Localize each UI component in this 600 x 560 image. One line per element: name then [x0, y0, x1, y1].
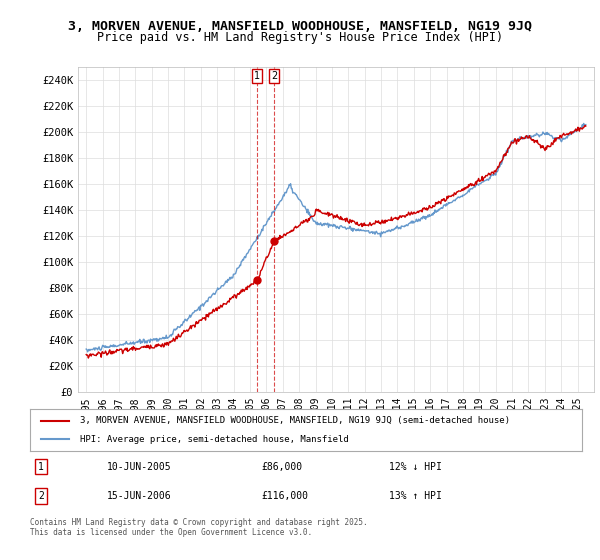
Text: HPI: Average price, semi-detached house, Mansfield: HPI: Average price, semi-detached house,…	[80, 435, 349, 444]
Text: Price paid vs. HM Land Registry's House Price Index (HPI): Price paid vs. HM Land Registry's House …	[97, 31, 503, 44]
Text: £86,000: £86,000	[262, 461, 303, 472]
Text: 2: 2	[38, 491, 44, 501]
Text: 1: 1	[254, 71, 260, 81]
Text: 3, MORVEN AVENUE, MANSFIELD WOODHOUSE, MANSFIELD, NG19 9JQ (semi-detached house): 3, MORVEN AVENUE, MANSFIELD WOODHOUSE, M…	[80, 416, 509, 425]
Text: 2: 2	[271, 71, 277, 81]
Text: 15-JUN-2006: 15-JUN-2006	[107, 491, 172, 501]
Text: 12% ↓ HPI: 12% ↓ HPI	[389, 461, 442, 472]
Text: 13% ↑ HPI: 13% ↑ HPI	[389, 491, 442, 501]
Text: 3, MORVEN AVENUE, MANSFIELD WOODHOUSE, MANSFIELD, NG19 9JQ: 3, MORVEN AVENUE, MANSFIELD WOODHOUSE, M…	[68, 20, 532, 32]
Text: £116,000: £116,000	[262, 491, 309, 501]
Text: 10-JUN-2005: 10-JUN-2005	[107, 461, 172, 472]
Text: Contains HM Land Registry data © Crown copyright and database right 2025.
This d: Contains HM Land Registry data © Crown c…	[30, 518, 368, 538]
Text: 1: 1	[38, 461, 44, 472]
